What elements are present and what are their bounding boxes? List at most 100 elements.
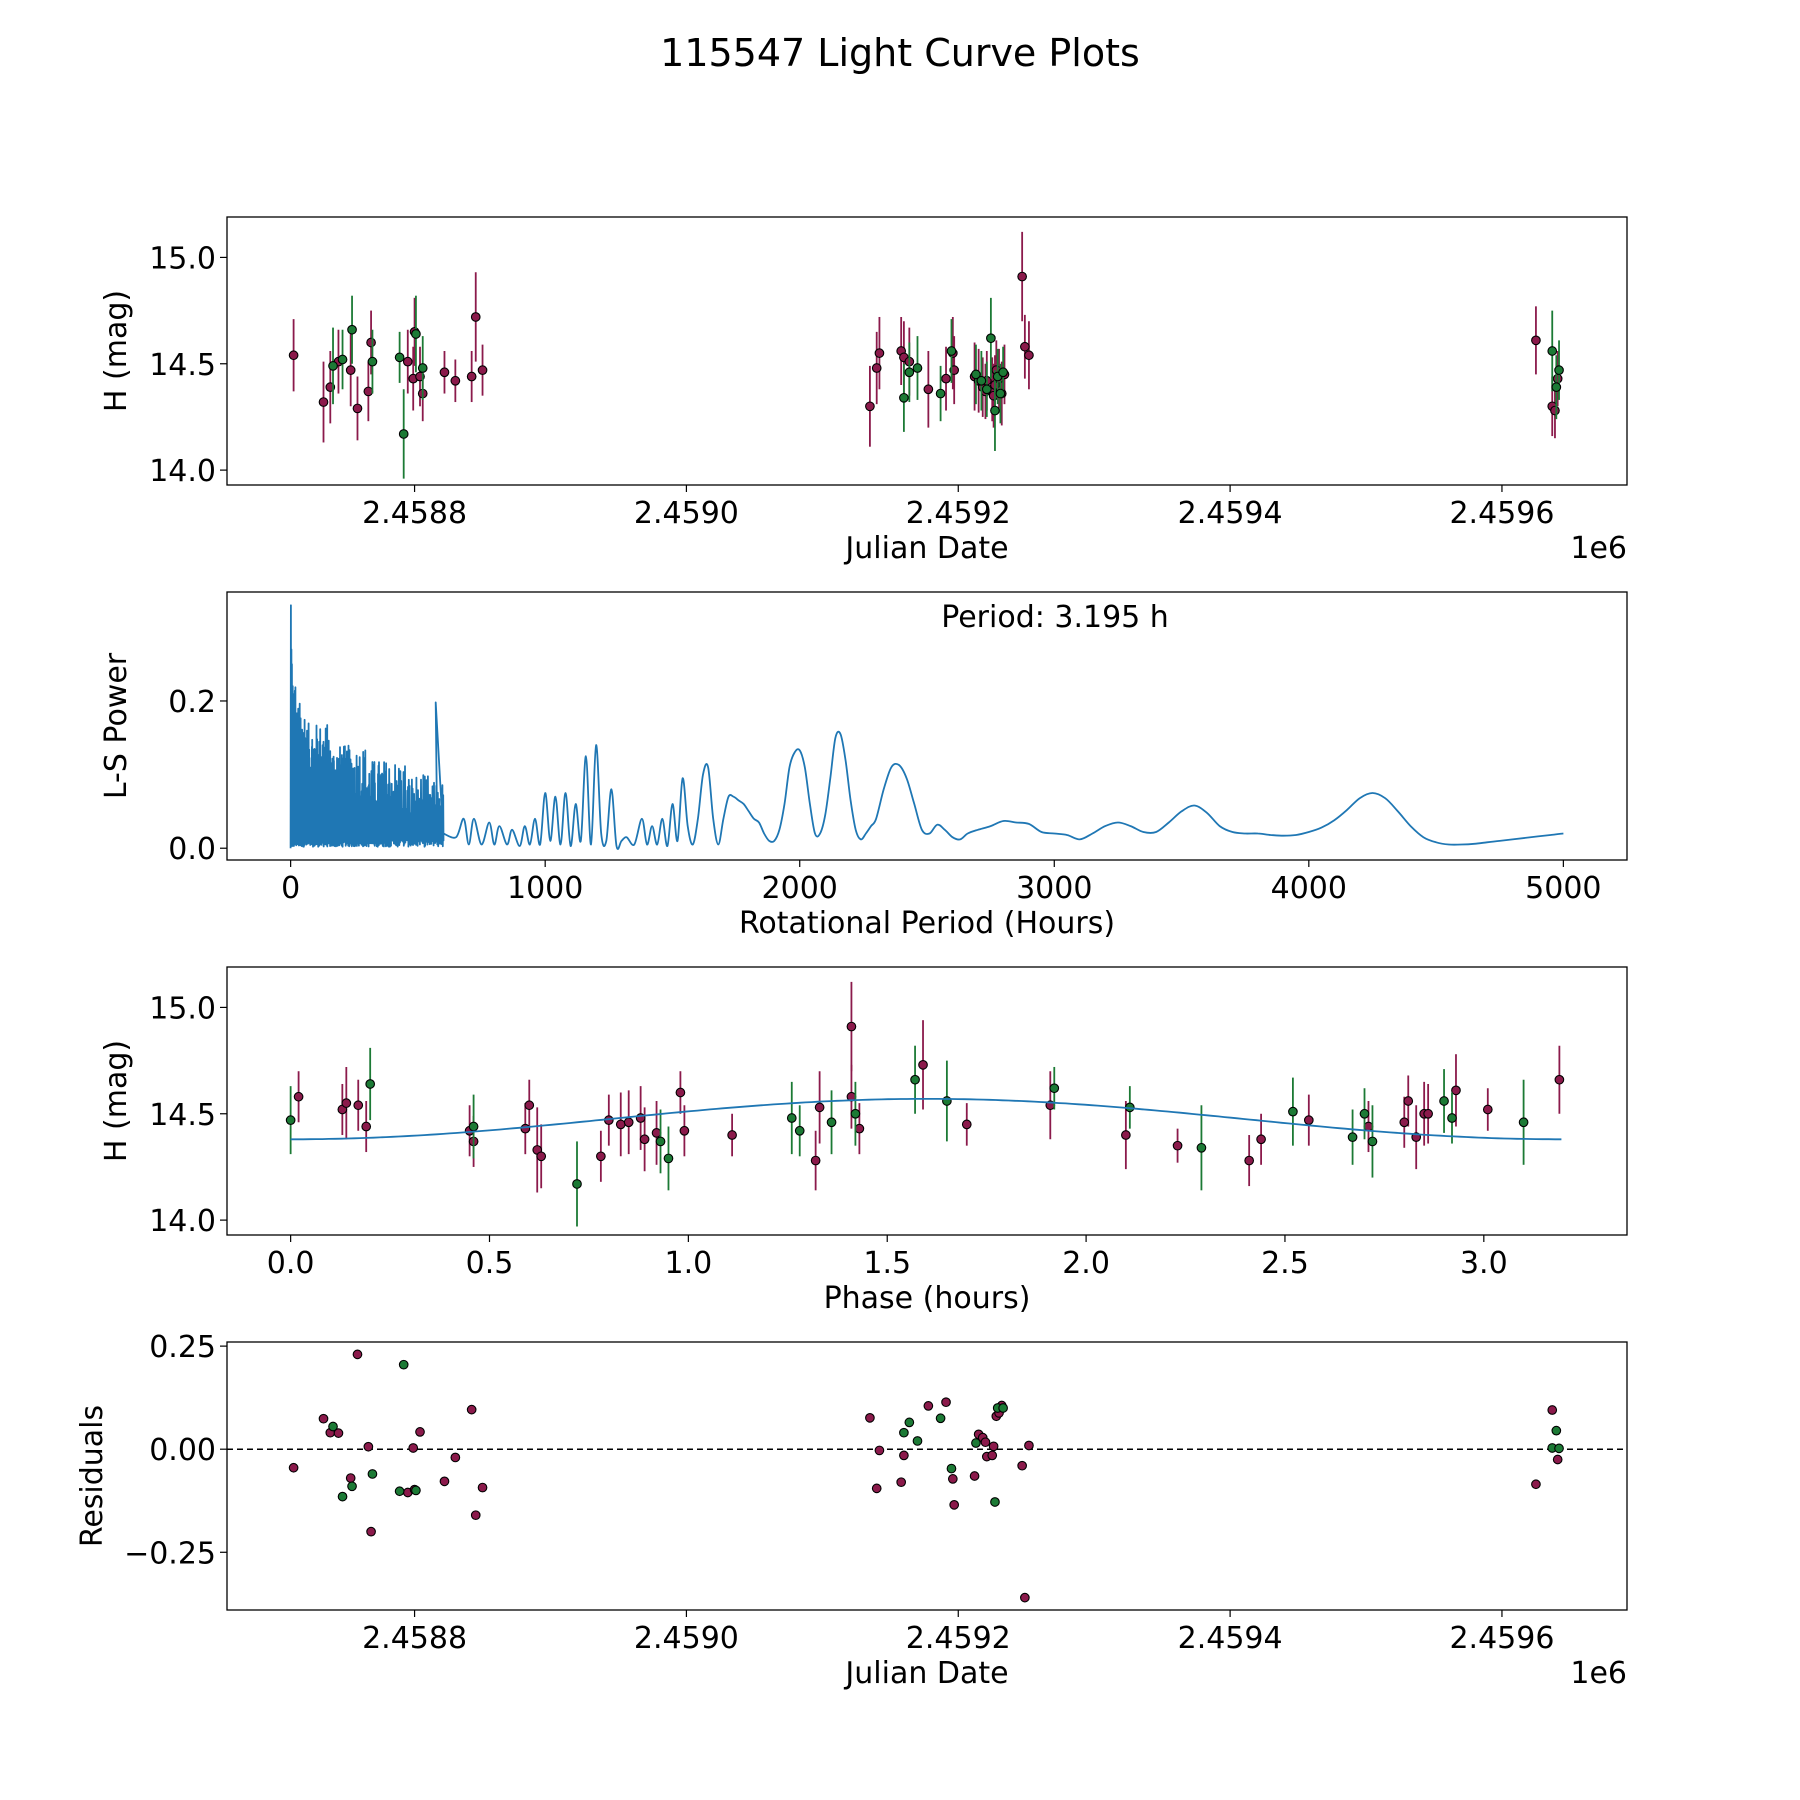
plot-area-periodogram — [289, 604, 1564, 850]
data-point-green — [1347, 1132, 1358, 1143]
y-tick-label: −0.25 — [124, 1536, 216, 1571]
x-tick-label: 2.4596 — [1449, 496, 1554, 531]
x-offset-text: 1e6 — [1570, 1656, 1627, 1691]
data-point-green — [998, 367, 1008, 378]
data-point-green — [935, 388, 946, 399]
axes-frame — [226, 216, 1628, 486]
periodogram-line — [289, 604, 1564, 850]
data-point-green — [468, 1121, 479, 1132]
data-point-green — [942, 1096, 952, 1106]
x-tick-label: 3000 — [1016, 871, 1092, 906]
data-point-red — [1552, 1454, 1563, 1465]
data-point-red — [1244, 1155, 1255, 1166]
data-point-red — [918, 1059, 928, 1070]
x-tick-label: 1000 — [507, 871, 583, 906]
data-point-green — [365, 1079, 376, 1089]
data-point-red — [353, 1100, 364, 1111]
data-point-green — [826, 1117, 837, 1128]
data-point-red — [1531, 335, 1541, 346]
data-point-green — [971, 369, 981, 380]
y-tick-label: 14.5 — [149, 1098, 216, 1133]
data-point-green — [1447, 1113, 1457, 1123]
data-point-green — [347, 324, 357, 335]
data-point-green — [971, 1438, 981, 1448]
data-point-green — [904, 367, 915, 378]
data-point-red — [1399, 1117, 1410, 1128]
panels: 2.4588 2.4590 2.4592 2.4594 2.4596 14.0 14.5 15… — [75, 216, 1628, 1691]
data-point-green — [1288, 1106, 1298, 1117]
data-point-red — [439, 1476, 450, 1487]
data-point-green — [1518, 1117, 1529, 1128]
x-tick-label: 4000 — [1271, 871, 1347, 906]
axes-frame — [226, 966, 1628, 1236]
data-point-green — [912, 363, 923, 373]
data-point-green — [411, 329, 421, 339]
y-tick-label: 14.0 — [149, 454, 216, 489]
data-point-red — [871, 1483, 882, 1494]
x-axis-label: Julian Date — [843, 531, 1008, 566]
data-point-green — [367, 1469, 378, 1479]
plot-area-lightcurve — [288, 231, 1564, 479]
data-point-red — [923, 1401, 934, 1411]
panel-periodogram: 0 1000 2000 3000 4000 5000 0.0 0.2 Rotational Pe… — [99, 591, 1628, 941]
data-point-green — [367, 356, 378, 367]
data-point-red — [363, 1441, 374, 1452]
data-point-red — [450, 375, 461, 386]
data-point-red — [341, 1098, 352, 1108]
x-tick-label: 2.4588 — [362, 496, 467, 531]
data-point-red — [865, 1413, 875, 1423]
y-tick-label: 15.0 — [149, 241, 216, 276]
data-point-red — [1554, 1074, 1565, 1085]
data-point-green — [990, 405, 1000, 416]
y-tick-label: 0.0 — [168, 832, 216, 867]
data-point-red — [639, 1134, 650, 1145]
data-point-red — [477, 365, 488, 375]
data-point-green — [1551, 382, 1562, 393]
data-point-red — [896, 1477, 907, 1488]
data-point-green — [1359, 1108, 1370, 1119]
data-point-red — [439, 367, 450, 378]
period-annotation: Period: 3.195 h — [941, 600, 1169, 635]
data-point-green — [394, 352, 405, 363]
data-point-red — [1020, 341, 1030, 352]
data-point-red — [679, 1125, 690, 1136]
data-point-green — [946, 346, 957, 356]
data-point-green — [912, 1436, 923, 1446]
data-point-green — [337, 1491, 348, 1502]
x-tick-label: 2.4588 — [362, 1621, 467, 1656]
data-point-green — [904, 1417, 915, 1428]
data-point-red — [1024, 350, 1034, 361]
data-point-green — [1551, 1425, 1562, 1436]
y-tick-label: 0.25 — [149, 1330, 216, 1365]
data-point-red — [623, 1117, 634, 1128]
data-point-red — [727, 1130, 737, 1140]
data-point-green — [1049, 1083, 1060, 1094]
data-point-red — [470, 1510, 481, 1521]
data-point-green — [394, 1486, 405, 1497]
y-tick-label: 0.00 — [149, 1433, 216, 1468]
data-point-red — [293, 1091, 304, 1102]
data-point-green — [1547, 346, 1558, 356]
data-point-red — [524, 1100, 535, 1111]
y-tick-label: 15.0 — [149, 991, 216, 1026]
data-point-green — [998, 1403, 1008, 1413]
data-point-red — [352, 1349, 363, 1360]
x-tick-label: 2.4594 — [1178, 1621, 1283, 1656]
y-tick-label: 14.0 — [149, 1204, 216, 1239]
x-tick-label: 2.4592 — [906, 1621, 1011, 1656]
x-tick-label: 0.0 — [267, 1246, 315, 1281]
data-point-red — [675, 1087, 686, 1098]
x-tick-label: 3.0 — [1460, 1246, 1508, 1281]
data-point-red — [874, 348, 885, 358]
data-point-red — [949, 1500, 960, 1510]
data-point-green — [976, 375, 987, 386]
data-point-green — [398, 429, 409, 439]
data-point-red — [450, 1452, 461, 1463]
data-point-green — [1439, 1096, 1449, 1106]
data-point-green — [899, 1427, 909, 1438]
data-point-green — [328, 1421, 338, 1432]
data-point-red — [1172, 1140, 1183, 1151]
data-point-red — [874, 1445, 885, 1456]
data-point-green — [347, 1481, 357, 1492]
